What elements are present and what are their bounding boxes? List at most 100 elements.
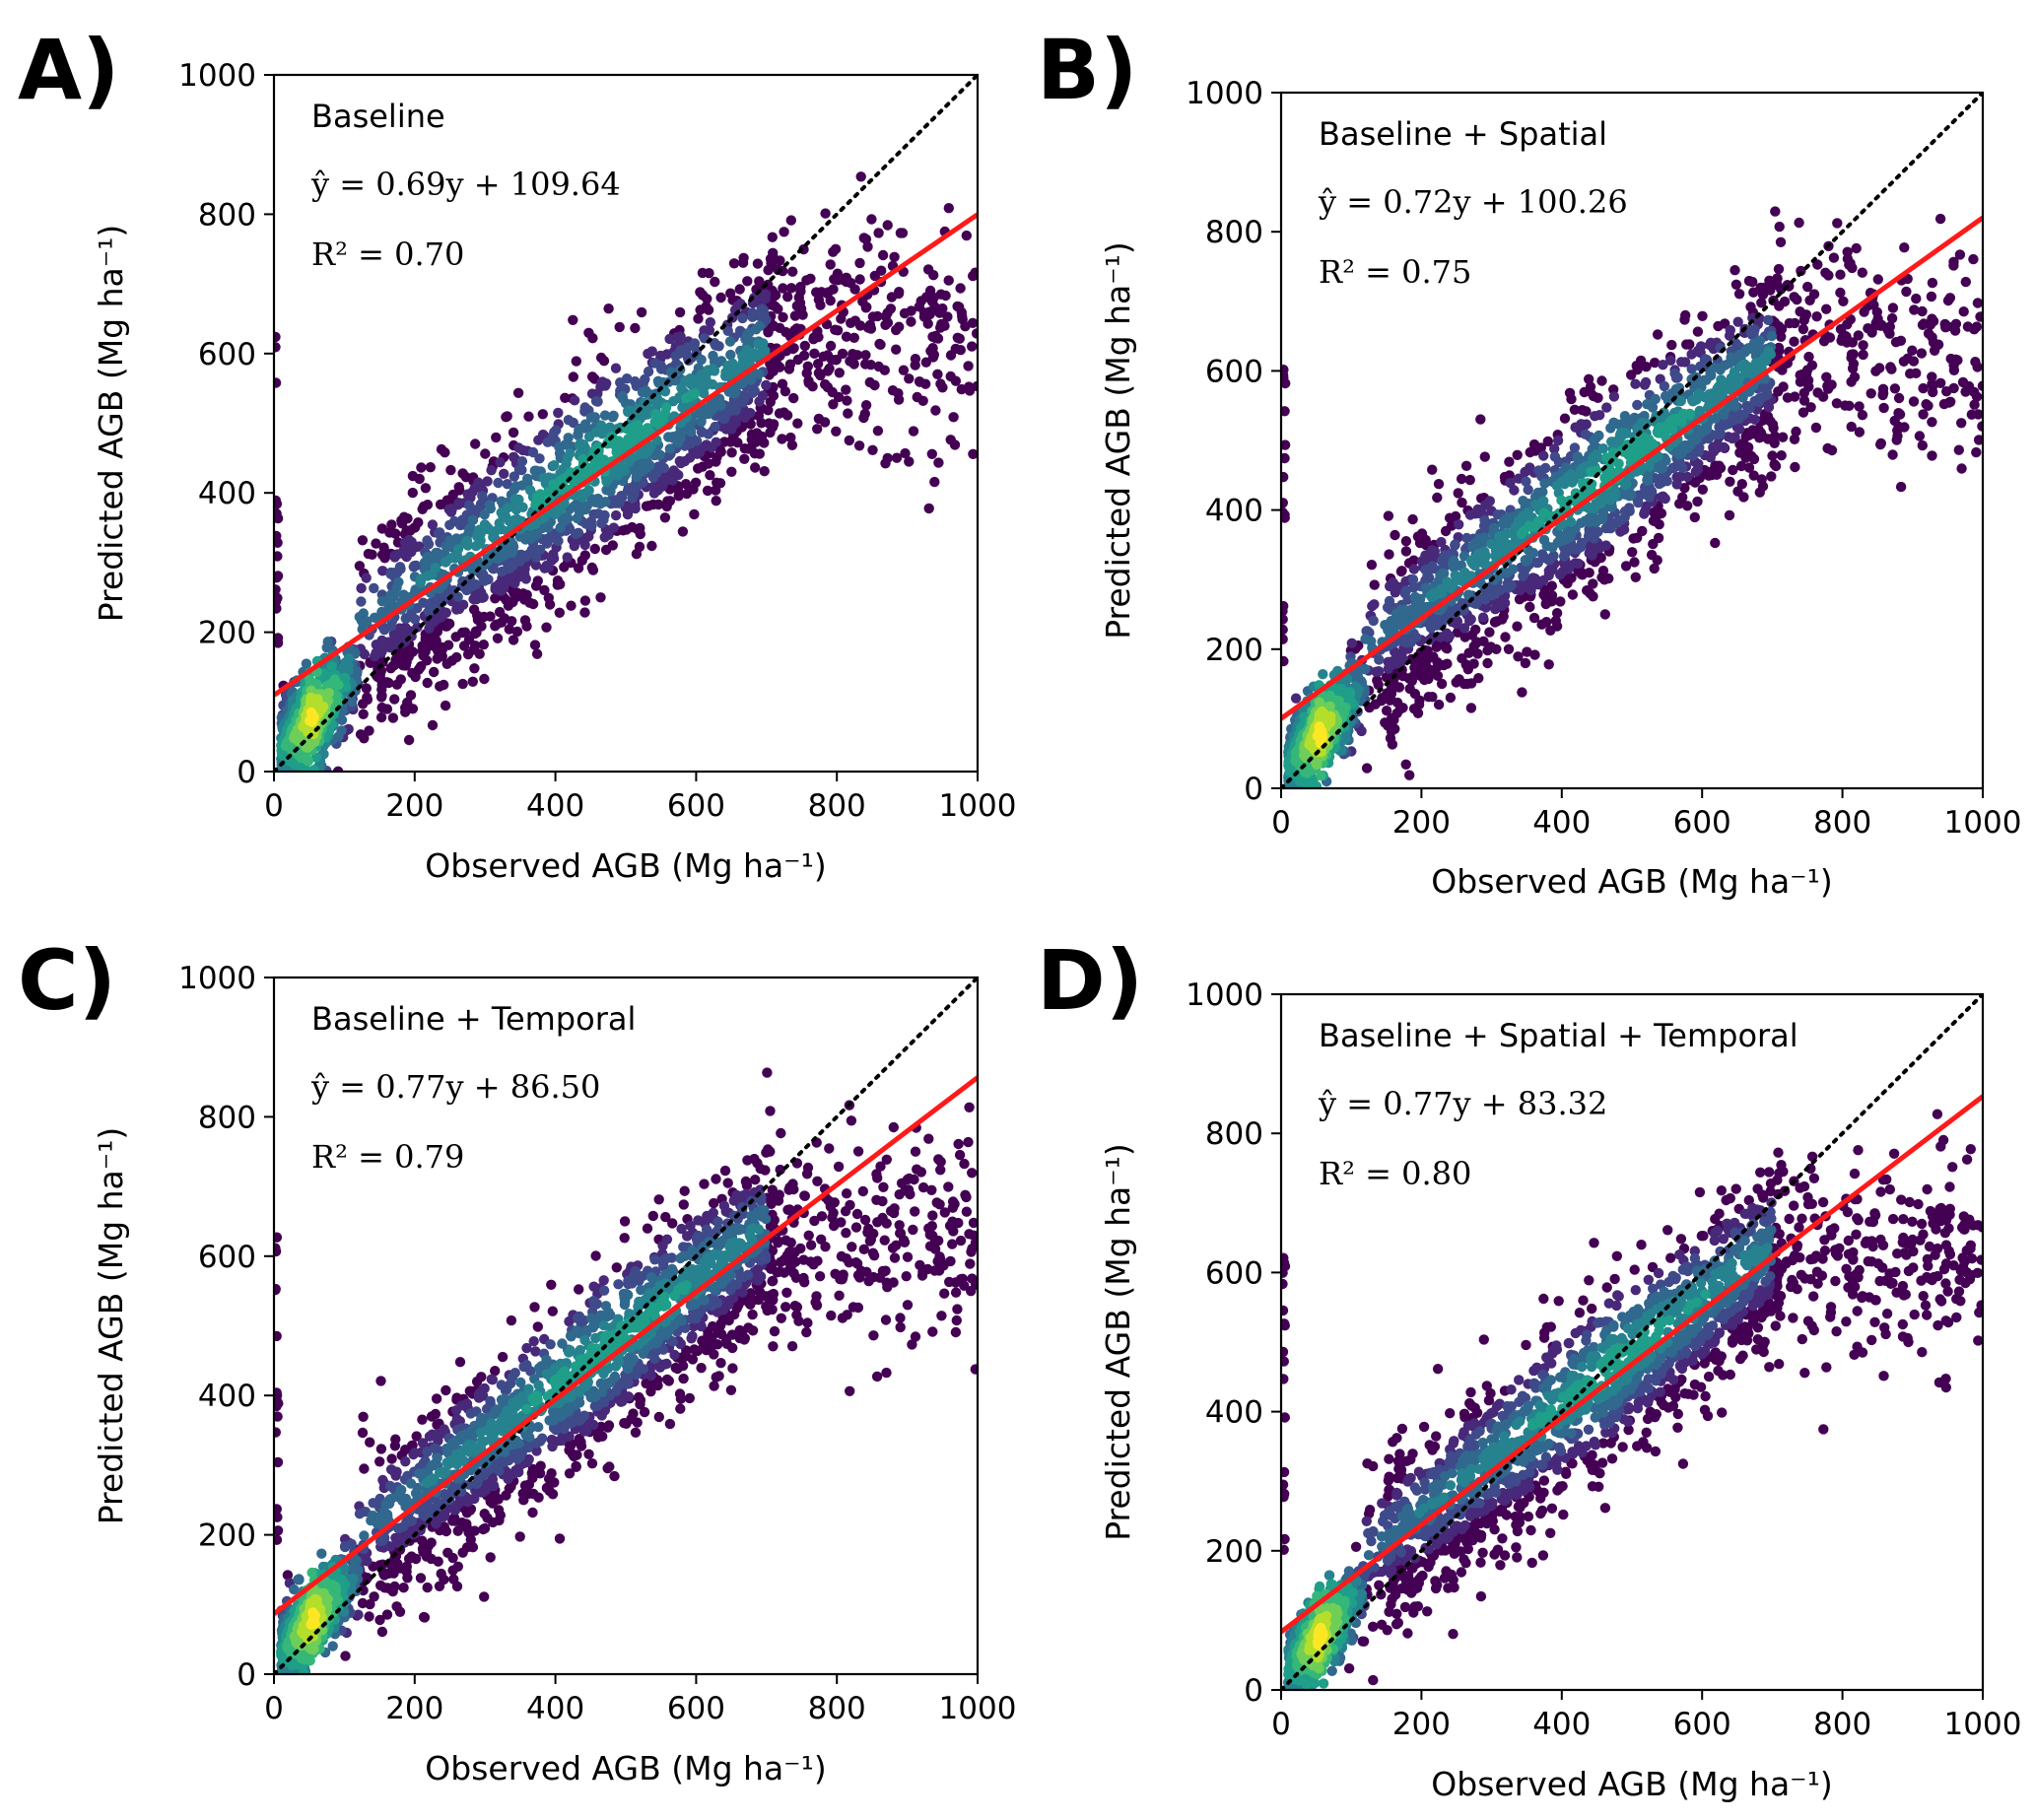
data-point [1846, 421, 1857, 433]
data-point [933, 457, 944, 468]
data-point [1670, 413, 1681, 425]
data-point [381, 677, 392, 688]
data-point [685, 438, 696, 449]
data-point [1565, 516, 1577, 527]
data-point [632, 419, 644, 431]
data-point [1606, 437, 1617, 447]
data-point [707, 378, 718, 390]
data-point [1832, 218, 1843, 229]
data-point [1479, 594, 1491, 605]
data-point [822, 366, 834, 376]
data-point [849, 315, 861, 326]
data-point [757, 390, 769, 401]
data-point [867, 444, 878, 455]
data-point [914, 376, 925, 387]
data-point [1892, 431, 1903, 441]
data-point [858, 233, 869, 243]
data-point [753, 369, 765, 379]
data-point [1603, 462, 1615, 474]
data-point [409, 614, 421, 625]
data-point [1504, 456, 1515, 467]
data-point [1464, 474, 1475, 486]
data-point [1432, 670, 1444, 681]
data-point [1409, 662, 1420, 673]
data-point [530, 500, 541, 510]
data-point [561, 458, 572, 469]
data-point [413, 517, 424, 528]
data-point [358, 708, 369, 719]
data-point [1500, 632, 1511, 642]
data-point [1697, 310, 1708, 321]
data-point [715, 400, 726, 411]
data-point [1653, 532, 1664, 544]
data-point [954, 302, 965, 312]
data-point [1911, 293, 1922, 304]
data-point [630, 322, 641, 334]
data-point [1743, 462, 1755, 473]
data-point [459, 515, 471, 526]
data-point [1570, 422, 1581, 433]
data-point [841, 331, 852, 342]
data-point [781, 410, 793, 421]
data-point [788, 392, 799, 404]
data-point [922, 318, 933, 329]
data-point [1499, 597, 1511, 609]
data-point [954, 333, 965, 344]
data-point [448, 515, 460, 527]
data-point [386, 519, 397, 530]
data-point [1478, 636, 1489, 646]
data-point [649, 358, 660, 369]
data-point [533, 435, 544, 445]
data-point [1494, 531, 1505, 543]
data-point [541, 538, 553, 549]
data-point [1370, 699, 1381, 709]
data-point [801, 275, 812, 286]
data-point [798, 350, 810, 361]
data-point [375, 644, 386, 656]
data-point [1956, 418, 1967, 429]
data-point [961, 230, 972, 241]
data-point [1649, 506, 1660, 518]
data-point [470, 438, 481, 449]
data-point [1450, 570, 1460, 580]
data-point [1569, 472, 1580, 483]
data-point [1619, 489, 1631, 500]
data-point [702, 294, 712, 304]
data-point [624, 405, 635, 416]
data-point [503, 600, 514, 611]
data-point [1820, 267, 1831, 278]
data-point [596, 498, 607, 508]
data-point [1555, 596, 1566, 607]
data-point [1797, 372, 1808, 384]
data-point [1490, 545, 1502, 556]
data-point [1933, 339, 1944, 350]
data-point [1725, 476, 1735, 487]
data-point [777, 434, 787, 444]
data-point [1970, 357, 1981, 368]
data-point [1667, 424, 1678, 435]
data-point [530, 552, 542, 563]
data-point [1727, 433, 1738, 444]
data-point [1386, 688, 1397, 700]
data-point [1902, 273, 1913, 285]
data-point [782, 292, 793, 303]
data-point [1470, 624, 1481, 636]
data-point [1281, 439, 1291, 450]
data-point [1281, 498, 1288, 508]
data-point [1433, 479, 1445, 490]
data-point [828, 246, 839, 257]
data-point [339, 660, 350, 672]
data-point [418, 501, 430, 512]
data-point [308, 765, 319, 772]
data-point [1427, 464, 1438, 475]
data-point [1858, 340, 1868, 351]
data-point [739, 453, 750, 464]
data-point [1975, 311, 1983, 322]
data-point [1521, 476, 1531, 487]
data-point [274, 638, 284, 648]
data-point [778, 311, 788, 323]
data-point [1432, 613, 1444, 624]
data-point [1831, 398, 1843, 409]
data-point [761, 314, 772, 325]
data-point [1658, 360, 1668, 371]
